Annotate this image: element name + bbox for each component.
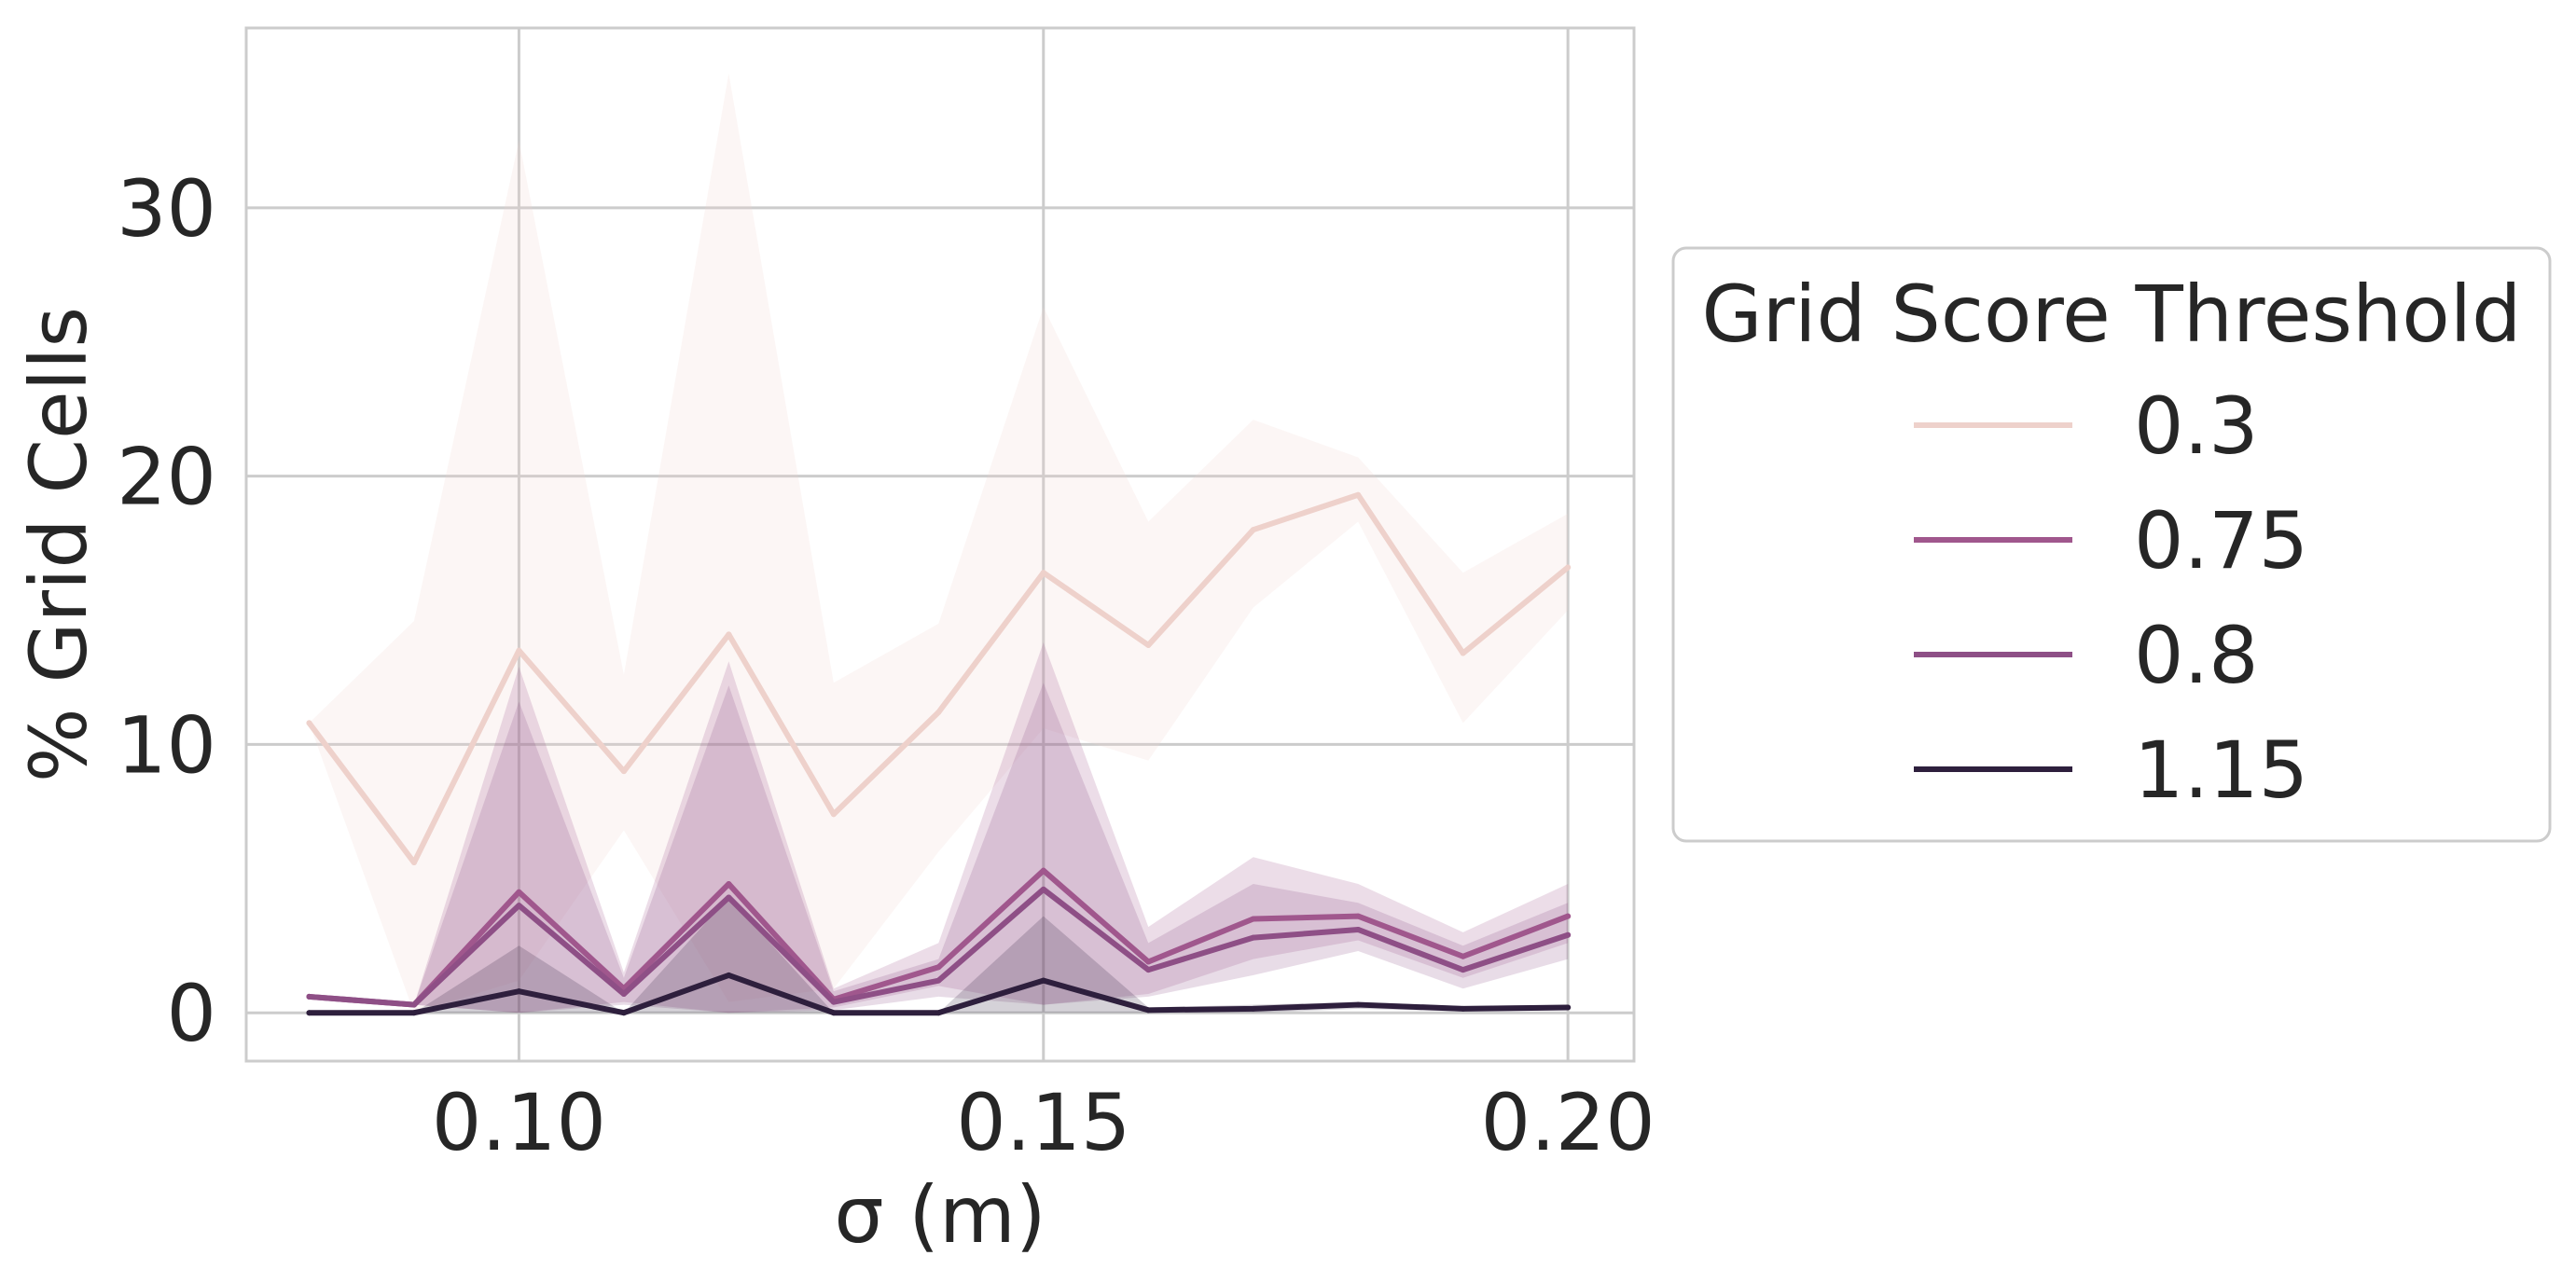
data-point bbox=[726, 894, 732, 901]
series-lines bbox=[306, 491, 1572, 1016]
data-point bbox=[1355, 491, 1362, 498]
legend-label: 0.75 bbox=[2134, 495, 2308, 586]
data-point bbox=[726, 631, 732, 638]
data-point bbox=[726, 972, 732, 978]
confidence-band-1-15 bbox=[309, 897, 1569, 1014]
data-point bbox=[306, 720, 312, 726]
data-point bbox=[1565, 1004, 1572, 1011]
y-tick-label: 20 bbox=[117, 432, 216, 523]
legend-box bbox=[1671, 246, 2552, 843]
legend-entries: 0.3 0.75 0.8 1.15 bbox=[1914, 380, 2308, 816]
data-point bbox=[1565, 564, 1572, 571]
data-point bbox=[1145, 642, 1152, 648]
data-point bbox=[1145, 967, 1152, 973]
data-point bbox=[620, 991, 627, 998]
data-point bbox=[516, 988, 522, 995]
data-point bbox=[935, 977, 942, 984]
grid-lines bbox=[246, 28, 1634, 1061]
data-point bbox=[1250, 916, 1256, 922]
y-axis-label: % Grid Cells bbox=[13, 307, 104, 782]
x-tick-label: 0.15 bbox=[956, 1077, 1130, 1168]
data-point bbox=[1355, 926, 1362, 932]
tick-labels: 0.10 0.15 0.20 0 10 20 30 bbox=[117, 163, 1655, 1168]
data-point bbox=[1145, 959, 1152, 965]
data-point bbox=[516, 889, 522, 895]
x-tick-label: 0.20 bbox=[1481, 1077, 1655, 1168]
data-point bbox=[1250, 527, 1256, 533]
data-point bbox=[1565, 913, 1572, 919]
legend-title: Grid Score Threshold bbox=[1702, 269, 2522, 360]
data-point bbox=[1040, 867, 1046, 874]
data-point bbox=[1460, 953, 1466, 959]
data-point bbox=[306, 993, 312, 1000]
data-point bbox=[935, 709, 942, 715]
confidence-band-0-8 bbox=[309, 683, 1569, 1014]
x-axis-label: σ (m) bbox=[834, 1169, 1046, 1261]
data-point bbox=[830, 811, 837, 818]
data-point bbox=[726, 881, 732, 888]
data-point bbox=[306, 1010, 312, 1016]
data-point bbox=[410, 1010, 417, 1016]
data-point bbox=[1250, 1005, 1256, 1012]
data-point bbox=[410, 1001, 417, 1008]
x-tick-label: 0.10 bbox=[432, 1077, 606, 1168]
data-point bbox=[1250, 934, 1256, 941]
data-point bbox=[410, 860, 417, 866]
data-point bbox=[1355, 913, 1362, 919]
data-point bbox=[1355, 1001, 1362, 1008]
legend-label: 0.8 bbox=[2134, 610, 2259, 701]
data-point bbox=[1565, 931, 1572, 938]
data-point bbox=[1460, 650, 1466, 656]
data-point bbox=[516, 647, 522, 654]
y-tick-label: 0 bbox=[167, 968, 216, 1059]
data-point bbox=[1040, 886, 1046, 892]
confidence-bands bbox=[309, 73, 1569, 1014]
data-point bbox=[516, 903, 522, 909]
legend-label: 0.3 bbox=[2134, 380, 2259, 472]
data-point bbox=[1040, 977, 1046, 984]
data-point bbox=[1040, 570, 1046, 576]
y-tick-label: 30 bbox=[117, 163, 216, 255]
data-point bbox=[1460, 967, 1466, 973]
data-point bbox=[1145, 1007, 1152, 1014]
data-point bbox=[620, 768, 627, 775]
data-point bbox=[935, 1010, 942, 1016]
legend-label: 1.15 bbox=[2134, 724, 2308, 816]
data-point bbox=[830, 1010, 837, 1016]
y-tick-label: 10 bbox=[117, 699, 216, 791]
plot-frame bbox=[244, 26, 1636, 1063]
data-point bbox=[1460, 1005, 1466, 1012]
data-point bbox=[620, 1010, 627, 1016]
data-point bbox=[830, 999, 837, 1005]
confidence-band-0-3 bbox=[309, 73, 1569, 1014]
data-point bbox=[935, 964, 942, 971]
legend: Grid Score Threshold 0.3 0.75 0.8 1.15 bbox=[1671, 246, 2552, 843]
